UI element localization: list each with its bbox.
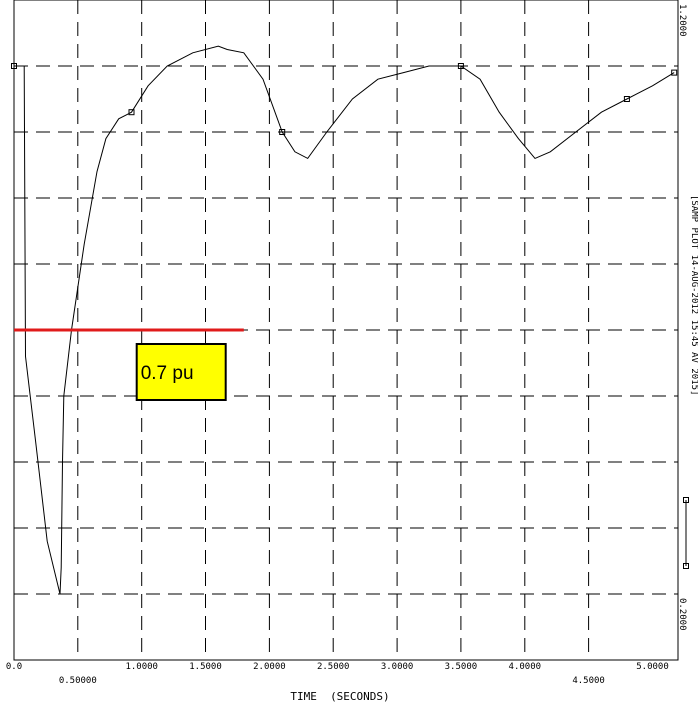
y-bottom-tick-label: 0.2000	[677, 598, 687, 631]
side-scale-top-marker	[683, 497, 689, 503]
callout-label: 0.7 pu	[141, 363, 194, 384]
x-tick-label: 4.0000	[509, 662, 542, 672]
x-tick-label: 0.0	[6, 662, 22, 672]
series-marker	[279, 129, 286, 135]
grid-lines	[14, 0, 678, 660]
series-marker	[457, 63, 464, 69]
callout-layer: 0.7 pu	[135, 343, 227, 401]
side-scale-bottom-marker	[683, 563, 689, 569]
x-tick-label: 0.50000	[59, 676, 97, 686]
x-tick-label: 5.0000	[636, 662, 669, 672]
plot-info-label: [SAMP PLOT 14-AUG-2012 15:45 AV 2015]	[689, 195, 698, 395]
x-tick-label: 1.5000	[189, 662, 222, 672]
x-tick-label: 2.5000	[317, 662, 350, 672]
callout-box	[135, 343, 227, 401]
x-tick-label: 2.0000	[253, 662, 286, 672]
x-tick-label: 3.5000	[445, 662, 478, 672]
y-top-tick-label: 1.2000	[677, 4, 687, 37]
x-tick-label: 3.0000	[381, 662, 414, 672]
series-marker	[11, 63, 17, 69]
series-layer	[11, 45, 678, 595]
x-tick-label: 1.0000	[125, 662, 158, 672]
x-axis-title: TIME (SECONDS)	[290, 690, 389, 703]
series-marker	[671, 69, 678, 76]
series-line	[14, 45, 675, 595]
tick-labels: 0.0 1.0000 1.5000 2.0000 2.5000 3.0000 3.5000 4…	[6, 662, 669, 686]
right-side-panel: 1.2000 0.2000 [SAMP PLOT 14-AUG-2012 15:…	[677, 0, 698, 660]
series-marker	[623, 96, 630, 102]
series-marker	[128, 109, 135, 116]
x-tick-label: 4.5000	[572, 676, 605, 686]
